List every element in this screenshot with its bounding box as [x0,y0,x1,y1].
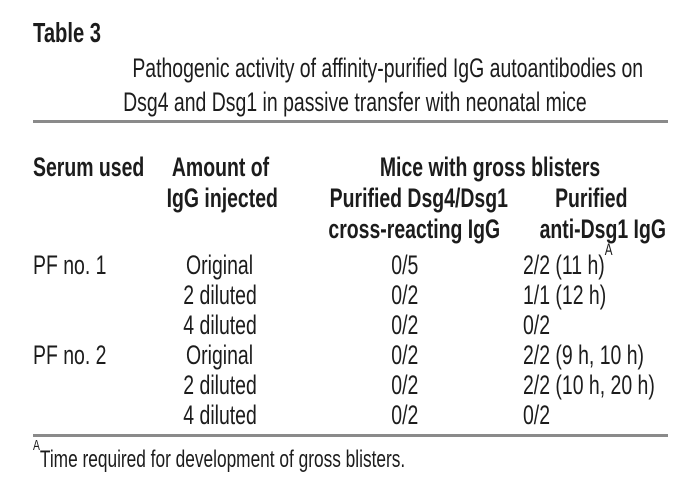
data-table: Serum used Amount of Mice with gross bli… [33,152,668,430]
cell-cross-reacting: 0/2 [391,340,419,370]
column-header-serum-used: Serum used [33,152,145,182]
cell-serum [33,400,145,430]
cell-amount: Original [186,250,254,280]
table-title-line-2: Dsg4 and Dsg1 in passive transfer with n… [123,87,587,117]
cell-serum [33,310,145,340]
cell-amount: 2 diluted [183,370,257,400]
cell-anti-dsg1: 1/1 (12 h) [523,280,607,310]
bottom-rule [33,434,668,437]
top-rule [33,120,668,123]
column-group-header-gross-blisters: Mice with gross blisters [380,152,601,182]
cell-anti-dsg1: 0/2 [523,400,551,430]
cell-anti-dsg1: 2/2 (11 h)A [523,241,613,280]
column-header-cross-reacting-line1: Purified Dsg4/Dsg1 [329,183,508,213]
cell-amount: Original [186,340,254,370]
header-empty-cell [33,183,145,214]
cell-cross-reacting: 0/2 [391,370,419,400]
column-header-amount-line2: IgG injected [166,183,278,213]
column-header-cross-reacting-line2: cross-reacting IgG [328,214,501,244]
cell-serum: PF no. 1 [33,250,107,280]
cell-anti-dsg1: 2/2 (10 h, 20 h) [523,370,655,400]
cell-serum: PF no. 2 [33,340,107,370]
footnote-marker: A [33,438,40,455]
cell-anti-dsg1: 0/2 [523,310,551,340]
cell-cross-reacting: 0/2 [391,310,419,340]
column-header-amount-line1: Amount of [171,152,269,182]
cell-cross-reacting: 0/2 [391,400,419,430]
table-footnote: ATime required for development of gross … [33,439,550,475]
column-header-anti-dsg1-line1: Purified [555,183,628,213]
table-title: Pathogenic activity of affinity-purified… [33,51,700,119]
header-empty-cell [33,214,145,245]
cell-serum [33,370,145,400]
header-empty-cell [145,214,295,245]
cell-serum [33,280,145,310]
cell-cross-reacting: 0/5 [391,250,419,280]
cell-anti-dsg1: 2/2 (9 h, 10 h) [523,340,645,370]
table-number-label: Table 3 [33,17,101,48]
table-title-line-1: Pathogenic activity of affinity-purified… [132,53,644,83]
footnote-text: Time required for development of gross b… [39,446,406,473]
footnote-marker: A [604,241,613,260]
cell-amount: 4 diluted [183,400,257,430]
cell-amount: 2 diluted [183,280,257,310]
column-header-anti-dsg1-line2: anti-Dsg1 IgG [539,214,666,244]
cell-amount: 4 diluted [183,310,257,340]
cell-cross-reacting: 0/2 [391,280,419,310]
